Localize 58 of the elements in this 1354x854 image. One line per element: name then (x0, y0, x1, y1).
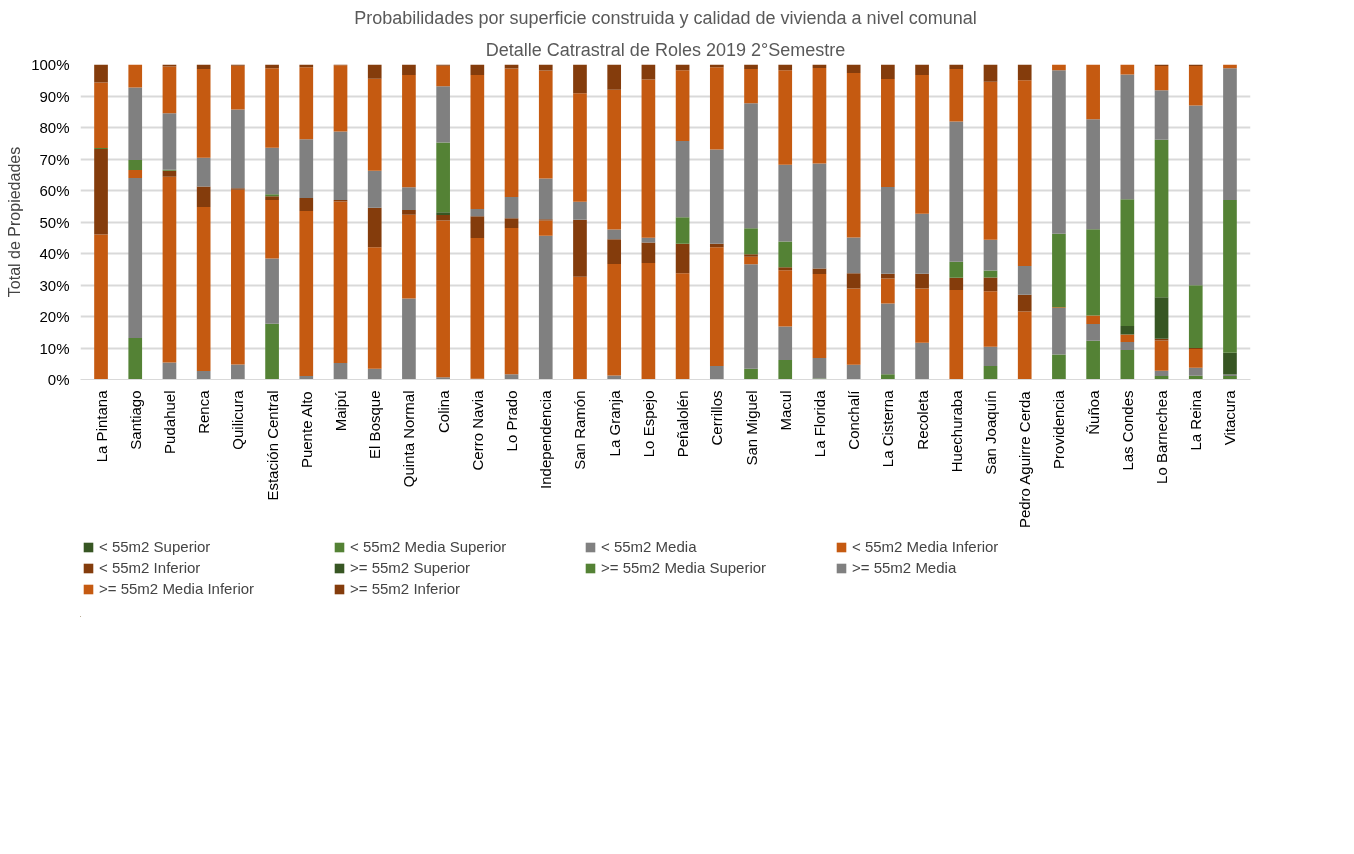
y-tick-label: 60% (39, 182, 70, 199)
chart-subtitle: Detalle Catrastral de Roles 2019 2°Semestre (485, 39, 846, 60)
legend-label: < 55m2 Superior (99, 538, 212, 555)
x-tick-label: Huechuraba (947, 389, 965, 473)
x-tick-label: Pudahuel (160, 390, 178, 454)
chart-title: Probabilidades por superficie construida y calidad de vivienda a nivel comunal (354, 7, 977, 28)
x-tick-label: Lo Prado (503, 390, 521, 452)
x-tick-label: San Miguel (742, 390, 760, 466)
x-tick-label: Santiago (126, 390, 144, 450)
x-tick-label: Lo Espejo (639, 390, 657, 458)
x-tick-label: Quinta Normal (400, 390, 418, 488)
y-tick-label: 70% (39, 150, 70, 168)
legend-label: >= 55m2 Inferior (350, 580, 462, 597)
y-axis-title: Total de Propiedades (6, 146, 24, 298)
x-tick-label: Maipú (332, 390, 349, 432)
legend-label: >= 55m2 Superior (350, 559, 472, 576)
x-tick-label: Colina (434, 389, 452, 434)
x-tick-label: La Cisterna (879, 389, 897, 468)
y-tick-label: 0% (47, 371, 70, 388)
x-tick-label: Lo Barnechea (1153, 389, 1171, 484)
x-tick-label: Vitacura (1221, 389, 1239, 446)
y-tick-label: 20% (39, 308, 70, 325)
legend-label: < 55m2 Media Inferior (852, 538, 1000, 555)
x-tick-label: La Pintana (92, 389, 110, 463)
x-tick-label: Pedro Aguirre Cerda (1016, 390, 1034, 529)
x-tick-label: Cerro Navia (468, 389, 486, 471)
x-tick-label: Macul (776, 390, 794, 431)
x-tick-label: Peñalolén (674, 390, 692, 458)
y-tick-label: 100% (31, 56, 70, 73)
x-tick-label: Independencia (537, 389, 555, 489)
legend-label: >= 55m2 Media Superior (601, 559, 768, 576)
y-tick-label: 80% (39, 119, 70, 136)
x-tick-label: Puente Alto (297, 391, 315, 469)
legend-label: >= 55m2 Media Inferior (99, 580, 256, 597)
x-tick-label: Renca (195, 389, 213, 434)
x-tick-label: Recoleta (913, 389, 931, 450)
y-tick-label: 40% (39, 245, 70, 262)
x-tick-label: La Florida (810, 389, 828, 458)
legend-label: >= 55m2 Media (852, 559, 958, 576)
x-tick-label: Providencia (1050, 389, 1068, 469)
x-tick-label: Las Condes (1118, 390, 1136, 471)
x-tick-label: Ñuñoa (1084, 389, 1102, 435)
y-tick-label: 10% (39, 339, 70, 357)
x-tick-label: La Granja (605, 389, 623, 457)
x-tick-label: La Reina (1187, 389, 1205, 451)
legend-label: < 55m2 Media (601, 538, 698, 555)
legend-label: < 55m2 Inferior (99, 559, 202, 576)
x-tick-label: Conchalí (845, 389, 863, 450)
x-tick-label: Quilicura (229, 389, 247, 450)
x-tick-label: San Ramón (571, 390, 589, 470)
y-tick-label: 90% (39, 87, 70, 105)
legend-label: < 55m2 Media Superior (350, 538, 508, 555)
x-tick-label: San Joaquín (982, 390, 999, 475)
x-tick-label: El Bosque (366, 390, 384, 459)
x-tick-label: Estación Central (263, 390, 281, 501)
y-tick-label: 50% (39, 213, 70, 231)
y-tick-label: 30% (39, 276, 70, 294)
x-tick-label: Cerrillos (708, 390, 726, 446)
